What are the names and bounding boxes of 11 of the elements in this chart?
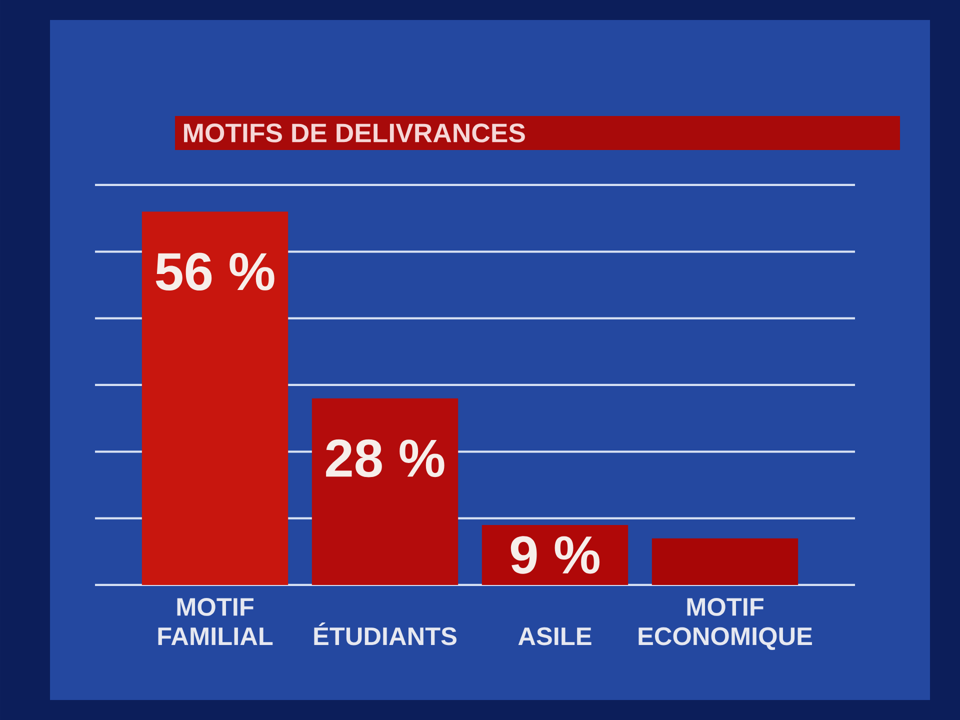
bar: [142, 212, 288, 585]
x-tick-label: MOTIF ECONOMIQUE: [638, 598, 812, 650]
chart-title: MOTIFS DE DELIVRANCES: [184, 124, 525, 142]
bar: [312, 398, 458, 585]
data-label: 28 %: [326, 439, 444, 478]
data-label: 56 %: [156, 252, 274, 291]
x-tick-label: ÉTUDIANTS: [314, 622, 456, 646]
x-tick-label: MOTIF FAMILIAL: [158, 598, 273, 645]
data-label: 9 %: [510, 536, 600, 574]
x-tick-label: ASILE: [518, 627, 592, 646]
bar: [652, 538, 798, 585]
